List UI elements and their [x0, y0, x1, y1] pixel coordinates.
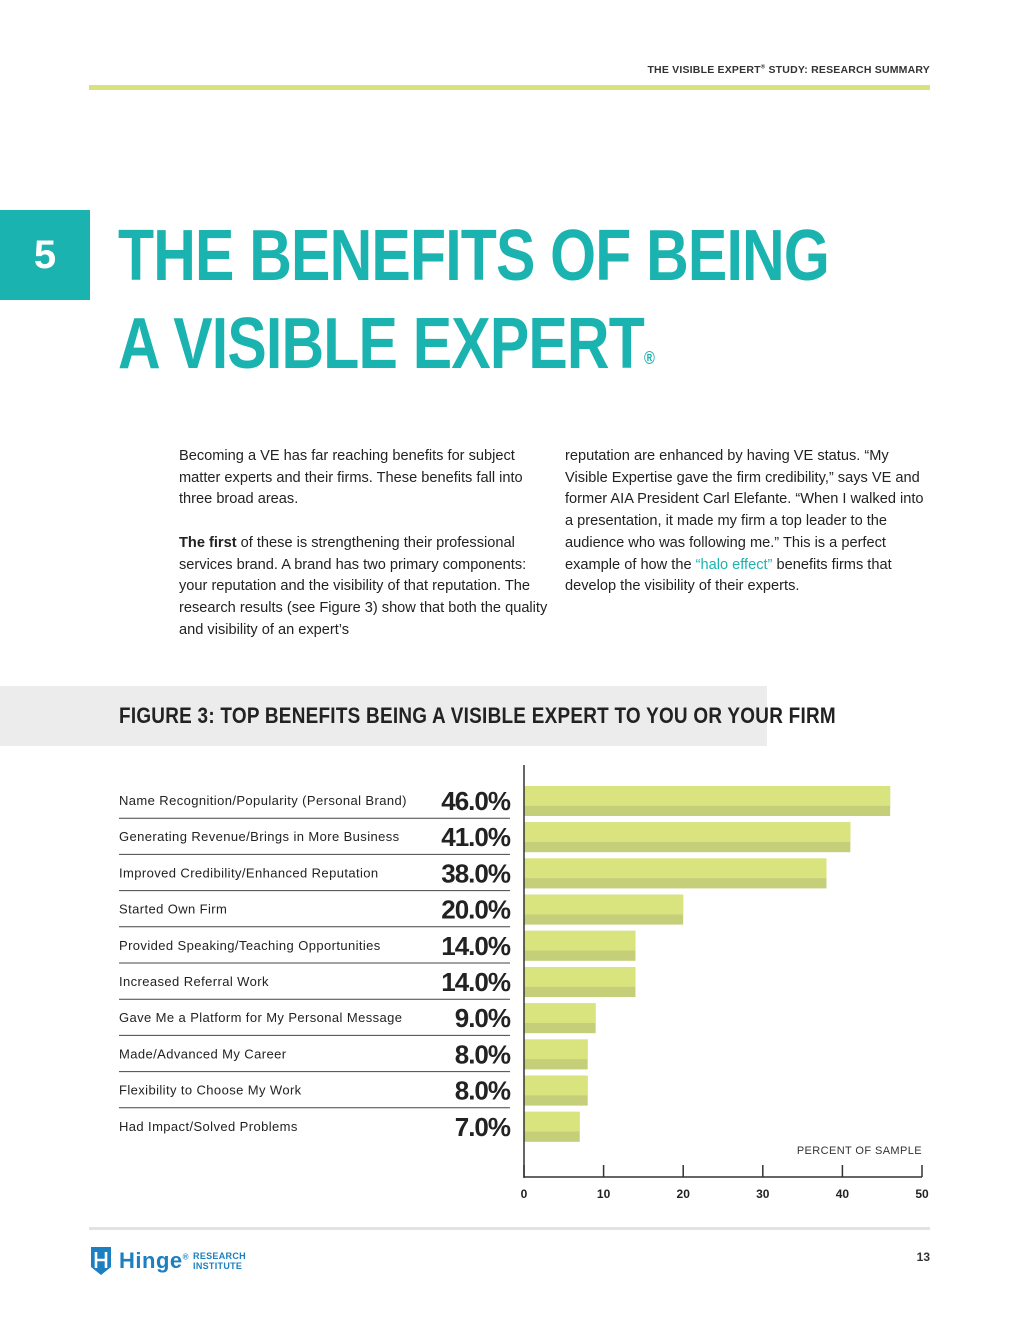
logo-sub-line-1: RESEARCH [193, 1251, 246, 1261]
row-label: Had Impact/Solved Problems [119, 1119, 298, 1134]
bar-highlight [524, 894, 684, 915]
page-title: THE BENEFITS OF BEING A VISIBLE EXPERT® [118, 212, 830, 388]
paragraph-continuation-text: reputation are enhanced by having VE sta… [565, 448, 924, 573]
x-tick-label: 0 [521, 1187, 528, 1201]
running-head-prefix: THE VISIBLE EXPERT [647, 64, 761, 76]
row-value-label: 41.0% [441, 822, 511, 852]
section-number-badge: 5 [0, 210, 90, 300]
running-head-mark: ® [760, 64, 766, 71]
top-rule [89, 85, 930, 90]
bar-highlight [524, 930, 636, 951]
bar-highlight [524, 1003, 596, 1023]
paragraph-continuation: reputation are enhanced by having VE sta… [565, 446, 935, 598]
hinge-shield-icon [91, 1247, 111, 1275]
row-value-label: 8.0% [455, 1039, 511, 1069]
logo-subtitle: RESEARCH INSTITUTE [193, 1251, 246, 1271]
title-registered-mark: ® [644, 348, 655, 368]
bar-highlight [524, 786, 891, 806]
logo-word: Hinge [119, 1248, 183, 1273]
x-axis-label: PERCENT OF SAMPLE [797, 1145, 922, 1157]
row-value-label: 9.0% [455, 1003, 511, 1033]
bar-highlight [524, 1111, 580, 1132]
row-value-label: 8.0% [455, 1076, 511, 1106]
running-head-suffix: STUDY: RESEARCH SUMMARY [765, 64, 930, 76]
row-label: Made/Advanced My Career [119, 1046, 287, 1061]
section-number: 5 [33, 232, 57, 277]
bar-highlight [524, 1075, 588, 1096]
bottom-rule [89, 1227, 930, 1230]
hinge-logo: Hinge® RESEARCH INSTITUTE [89, 1244, 246, 1278]
row-value-label: 38.0% [441, 858, 511, 888]
x-tick-label: 20 [677, 1187, 691, 1201]
paragraph-intro: Becoming a VE has far reaching benefits … [179, 448, 523, 508]
x-tick-label: 30 [756, 1187, 770, 1201]
paragraph-continuation-end: benefits firms that develop the visibili… [565, 556, 892, 595]
running-head: THE VISIBLE EXPERT® STUDY: RESEARCH SUMM… [560, 64, 930, 76]
figure-title-band [0, 686, 767, 746]
title-line-1: THE BENEFITS OF BEING [118, 216, 830, 296]
halo-effect-link[interactable]: “halo effect” [695, 556, 773, 573]
bar-highlight [524, 967, 636, 987]
row-value-label: 14.0% [441, 967, 511, 997]
body-column-right: reputation are enhanced by having VE sta… [565, 446, 935, 598]
logo-mark: ® [182, 1252, 190, 1262]
row-label: Flexibility to Choose My Work [119, 1083, 302, 1098]
row-value-label: 14.0% [441, 931, 511, 961]
title-line-2: A VISIBLE EXPERT [118, 304, 645, 384]
row-label: Started Own Firm [119, 902, 227, 917]
row-value-label: 20.0% [441, 895, 511, 925]
row-value-label: 46.0% [441, 786, 511, 816]
logo-wordmark: Hinge® [119, 1248, 189, 1274]
body-column-left: Becoming a VE has far reaching benefits … [179, 446, 549, 641]
bar-highlight [524, 858, 827, 879]
x-tick-label: 10 [597, 1187, 611, 1201]
row-value-label: 7.0% [455, 1112, 511, 1142]
row-label: Name Recognition/Popularity (Personal Br… [119, 793, 407, 808]
x-tick-label: 40 [836, 1187, 850, 1201]
x-tick-label: 50 [915, 1187, 929, 1201]
row-label: Gave Me a Platform for My Personal Messa… [119, 1010, 402, 1025]
row-label: Provided Speaking/Teaching Opportunities [119, 938, 381, 953]
figure-title: FIGURE 3: TOP BENEFITS BEING A VISIBLE E… [119, 703, 836, 728]
paragraph-lead: The first [179, 534, 237, 551]
paragraph-first-benefit: The first of these is strengthening thei… [179, 533, 549, 642]
row-label: Improved Credibility/Enhanced Reputation [119, 865, 379, 880]
bar-highlight [524, 822, 851, 842]
bar-highlight [524, 1039, 588, 1060]
logo-sub-line-2: INSTITUTE [193, 1261, 243, 1271]
row-label: Generating Revenue/Brings in More Busine… [119, 829, 400, 844]
paragraph-first-benefit-text: of these is strengthening their professi… [179, 534, 548, 638]
row-label: Increased Referral Work [119, 974, 269, 989]
page-number: 13 [916, 1250, 930, 1264]
